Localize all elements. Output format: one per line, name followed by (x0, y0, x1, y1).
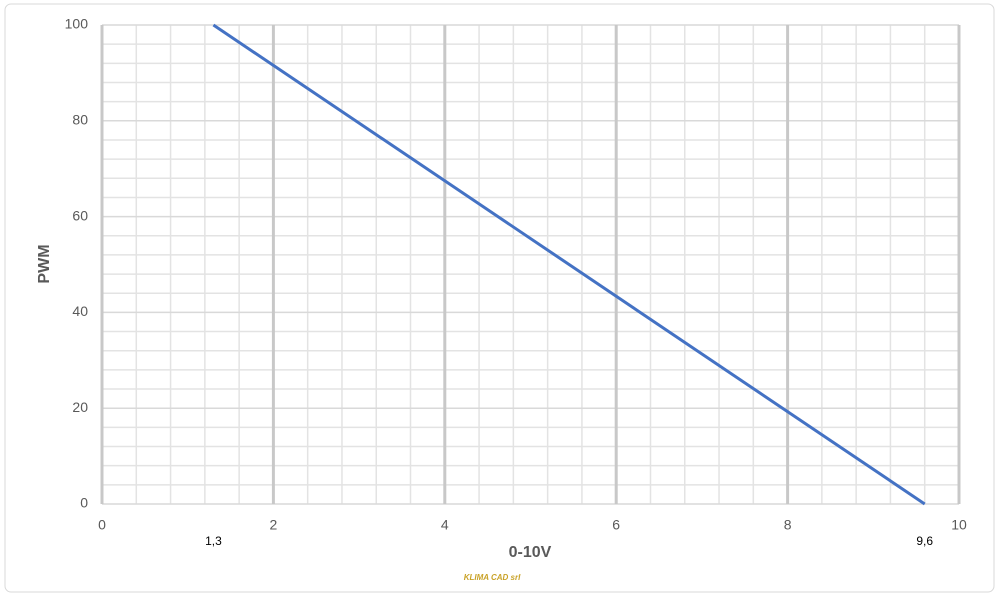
y-tick-label: 80 (72, 112, 88, 128)
x-tick-label: 2 (270, 517, 278, 533)
y-tick-label: 0 (80, 495, 88, 511)
y-tick-label: 60 (72, 207, 88, 223)
x-tick-label: 0 (98, 517, 106, 533)
x-tick-label: 8 (784, 517, 792, 533)
annotation: 9,6 (916, 534, 933, 548)
annotation: 1,3 (205, 534, 222, 548)
x-tick-label: 6 (612, 517, 620, 533)
x-axis-label: 0-10V (509, 544, 552, 561)
y-axis-label: PWM (36, 244, 53, 283)
data-line (212, 23, 926, 506)
x-tick-label: 10 (951, 517, 967, 533)
y-tick-label: 20 (72, 399, 88, 415)
y-tick-label: 100 (65, 16, 89, 32)
watermark: KLIMA CAD srl (464, 573, 521, 582)
y-tick-label: 40 (72, 303, 88, 319)
chart-frame (4, 3, 995, 593)
x-tick-label: 4 (441, 517, 449, 533)
